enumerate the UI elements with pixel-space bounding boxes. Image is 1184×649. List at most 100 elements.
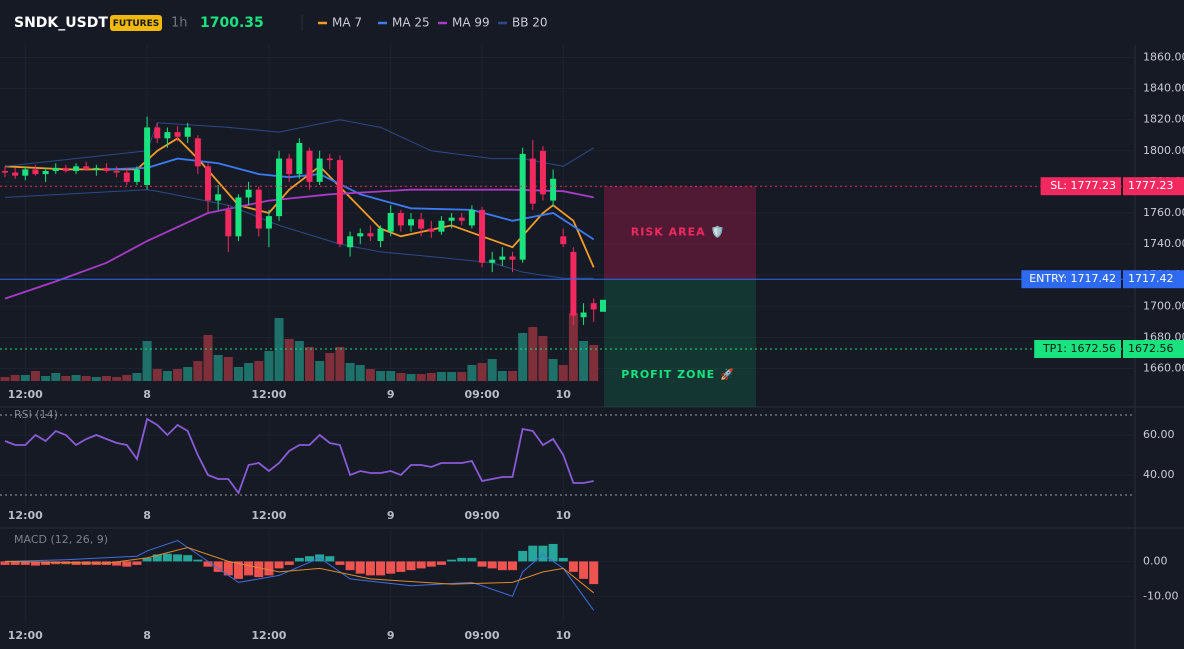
legend-label: MA 25 xyxy=(392,16,430,30)
profit-zone xyxy=(604,279,756,407)
candle-body xyxy=(489,259,496,263)
risk-zone xyxy=(604,186,756,280)
candle-body xyxy=(12,172,19,176)
macd-hist xyxy=(406,561,416,571)
volume-bar xyxy=(162,371,172,381)
macd-hist xyxy=(335,561,345,565)
candle-body xyxy=(468,209,475,226)
candle-body xyxy=(255,189,262,229)
macd-hist xyxy=(467,557,477,562)
macd-hist xyxy=(436,561,446,565)
macd-hist xyxy=(589,561,599,585)
candle-body xyxy=(509,256,516,260)
macd-hist xyxy=(528,545,538,562)
x-tick-label: 09:00 xyxy=(465,629,500,642)
macd-hist xyxy=(0,561,10,565)
candle-body xyxy=(367,233,374,237)
volume-bar xyxy=(508,371,517,381)
pane-title: MACD (12, 26, 9) xyxy=(14,533,108,546)
y-tick-label: 0.00 xyxy=(1143,554,1168,567)
level-tag xyxy=(1021,270,1121,289)
volume-bar xyxy=(173,369,183,381)
volume-bar xyxy=(102,376,111,381)
macd-hist xyxy=(568,561,578,572)
volume-bar xyxy=(386,371,396,381)
macd-hist xyxy=(355,561,365,574)
x-tick-label: 12:00 xyxy=(251,629,286,642)
volume-bar xyxy=(0,377,10,381)
macd-hist xyxy=(487,561,497,569)
level-label: SL: 1777.23 xyxy=(1050,179,1116,192)
macd-line xyxy=(4,539,595,611)
candle-body xyxy=(22,169,29,176)
volume-bar xyxy=(264,351,274,381)
candle-body xyxy=(32,169,39,175)
y-tick-label: 60.00 xyxy=(1143,428,1175,441)
volume-bar xyxy=(325,353,335,381)
volume-bar xyxy=(406,374,416,381)
volume-bar xyxy=(20,375,30,381)
macd-line xyxy=(4,546,595,594)
macd-hist xyxy=(386,561,396,574)
rsi-line xyxy=(4,417,594,495)
candle-body xyxy=(123,172,130,182)
volume-bar xyxy=(335,347,345,381)
macd-hist xyxy=(254,561,264,578)
macd-hist xyxy=(508,561,517,571)
candle-body xyxy=(438,220,445,232)
macd-hist xyxy=(264,561,274,576)
x-tick-label: 09:00 xyxy=(465,388,500,401)
price-marker xyxy=(600,299,606,312)
axis-tag-label: 1777.23 xyxy=(1128,179,1174,192)
macd-hist xyxy=(426,561,436,567)
candle-body xyxy=(174,132,181,137)
x-tick-label: 9 xyxy=(387,509,395,522)
macd-hist xyxy=(20,561,30,565)
macd-hist xyxy=(416,561,426,569)
candle-body xyxy=(357,233,364,237)
candle-body xyxy=(113,171,120,173)
x-tick-label: 8 xyxy=(143,629,151,642)
x-tick-label: 12:00 xyxy=(251,509,286,522)
candle-body xyxy=(164,132,171,139)
y-tick-label: 1700.00 xyxy=(1143,299,1184,312)
y-tick-label: -10.00 xyxy=(1143,589,1178,602)
volume-bar xyxy=(477,363,487,381)
last-price: 1700.35 xyxy=(200,15,264,31)
volume-bar xyxy=(376,371,386,381)
candle-body xyxy=(519,153,526,260)
volume-bar xyxy=(122,375,132,381)
legend-label: MA 99 xyxy=(452,16,490,30)
volume-bar xyxy=(71,375,81,381)
volume-bar xyxy=(518,333,528,381)
candle-body xyxy=(235,197,242,237)
x-tick-label: 12:00 xyxy=(251,388,286,401)
candle-body xyxy=(529,158,536,204)
axis-tag xyxy=(1123,270,1184,289)
volume-bar xyxy=(51,373,61,381)
candle-body xyxy=(570,251,577,316)
volume-bar xyxy=(436,372,446,381)
x-tick-label: 8 xyxy=(143,388,151,401)
x-tick-label: 10 xyxy=(556,509,572,522)
candle-body xyxy=(479,209,486,263)
macd-hist xyxy=(203,561,213,567)
macd-hist xyxy=(558,557,568,562)
candle-body xyxy=(42,171,49,175)
y-tick-label: 1860.00 xyxy=(1143,50,1184,63)
candle-body xyxy=(336,160,343,245)
candle-body xyxy=(590,303,597,310)
candle-body xyxy=(286,158,293,175)
candle-body xyxy=(458,217,465,221)
axis-tag-label: 1672.56 xyxy=(1128,342,1174,355)
macd-hist xyxy=(365,561,375,576)
volume-bar xyxy=(457,372,467,381)
volume-bar xyxy=(426,373,436,381)
y-tick-label: 1820.00 xyxy=(1143,113,1184,126)
x-tick-label: 09:00 xyxy=(465,509,500,522)
volume-bar xyxy=(41,376,51,381)
macd-hist xyxy=(538,545,548,562)
level-tag xyxy=(1034,340,1121,359)
volume-bar xyxy=(112,377,122,381)
y-tick-label: 1840.00 xyxy=(1143,82,1184,95)
